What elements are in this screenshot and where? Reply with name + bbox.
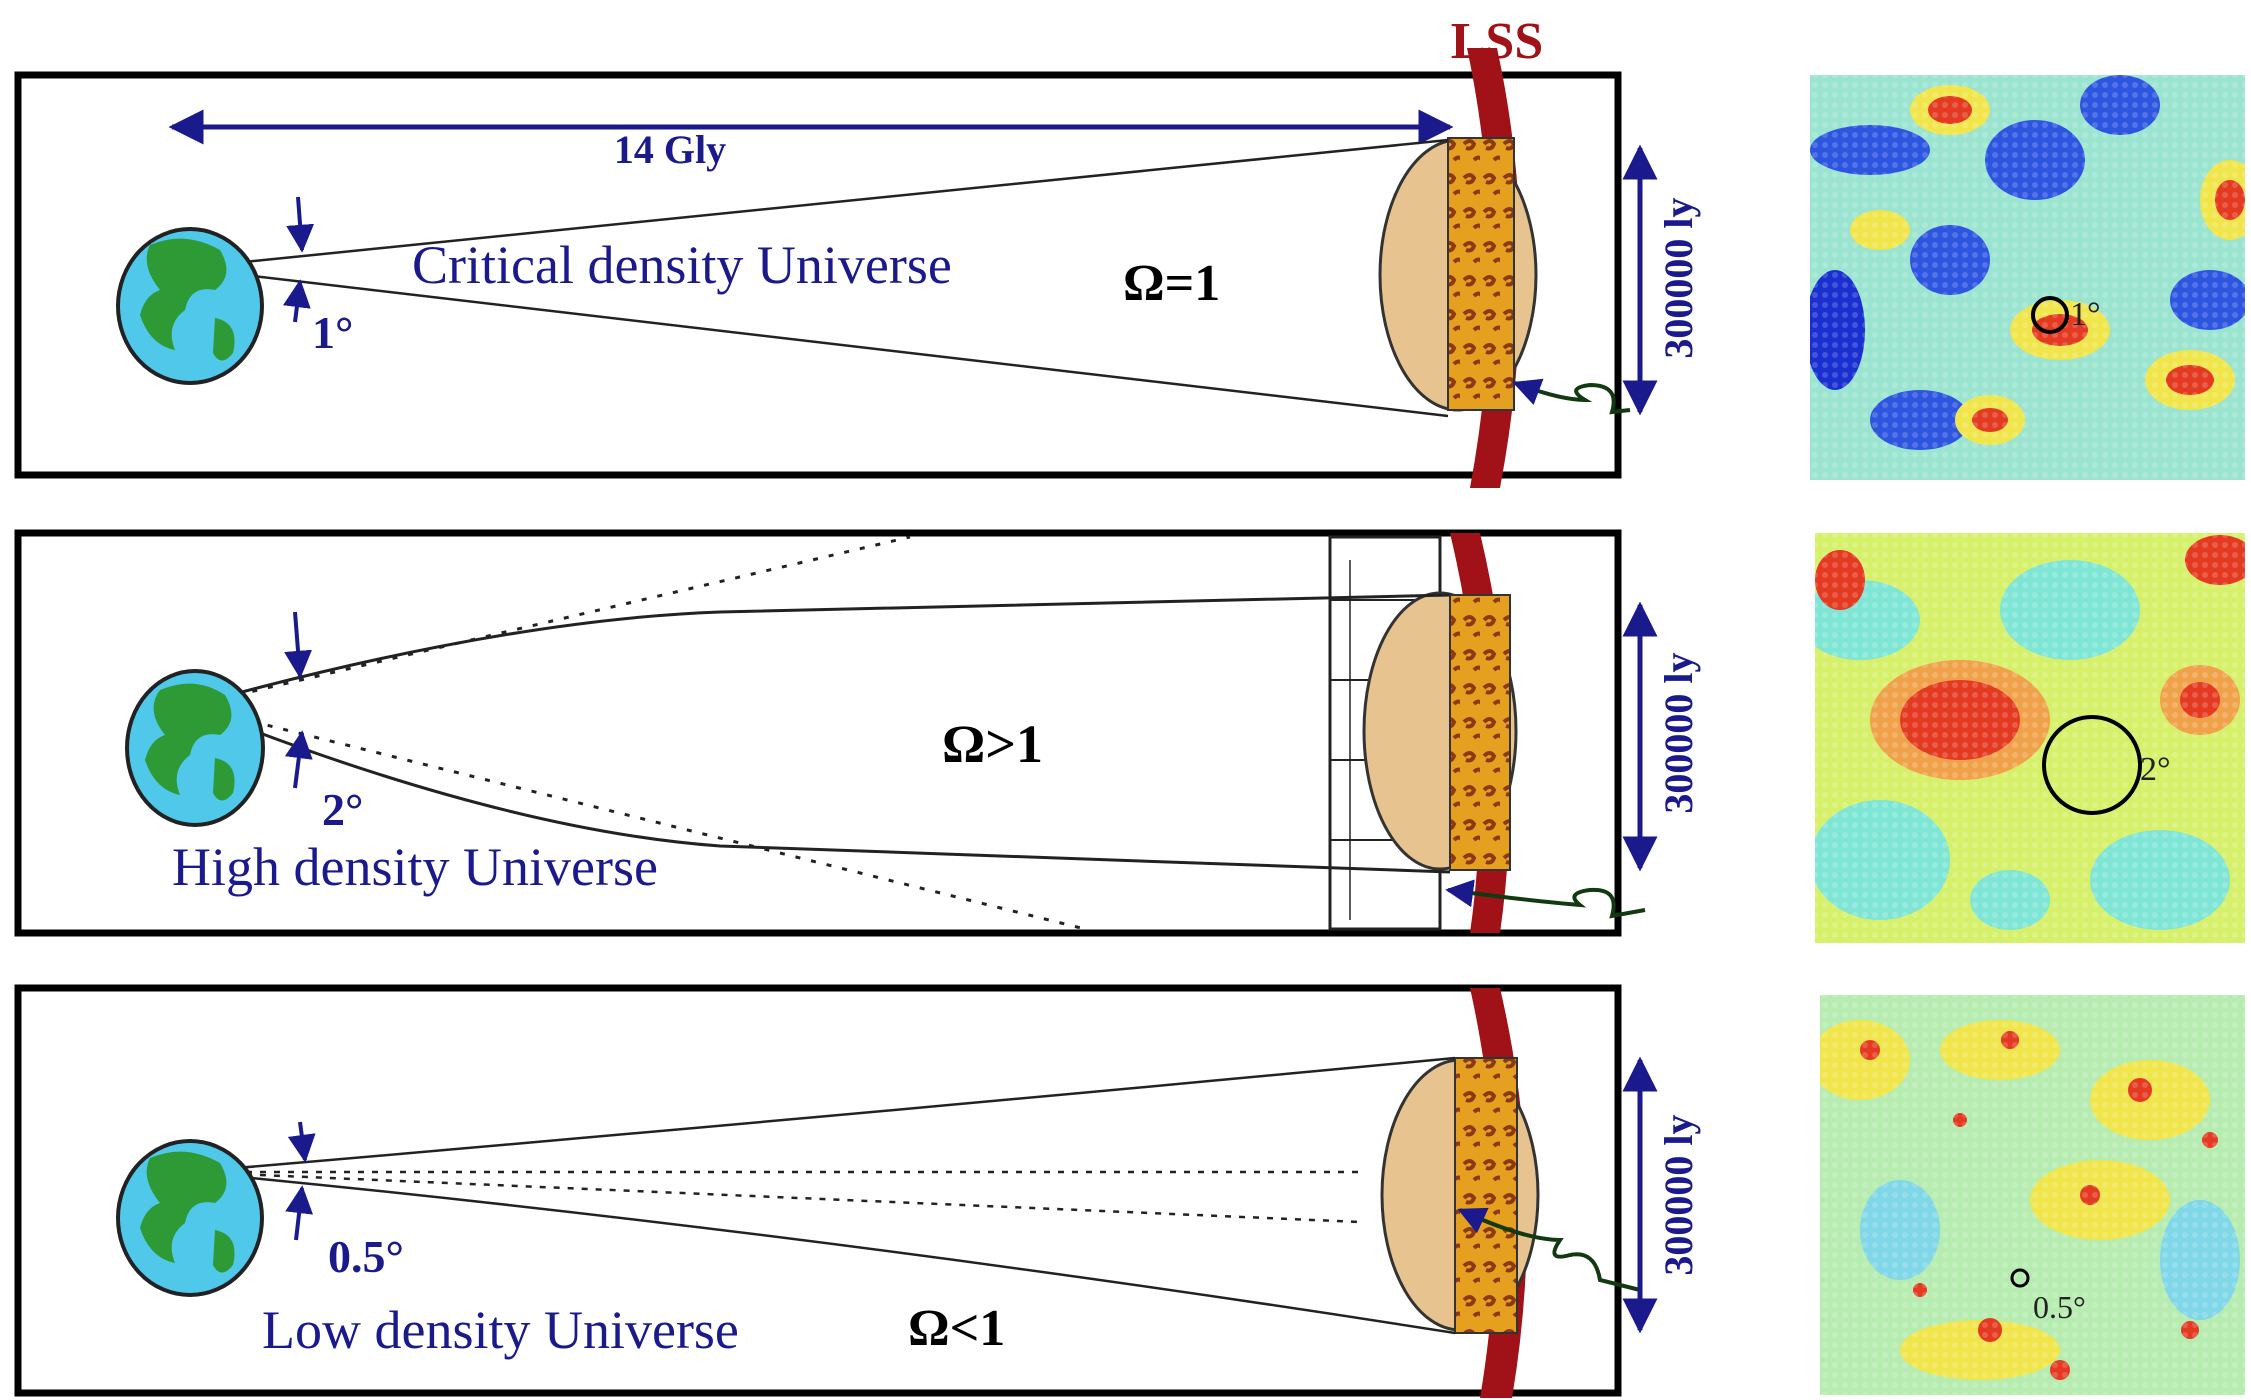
distance-label: 14 Gly — [614, 127, 726, 172]
omega-label: Ω=1 — [1123, 255, 1220, 312]
size-label: 300000 ly — [1656, 1114, 1701, 1275]
angle-label: 2° — [322, 784, 363, 835]
omega-label: Ω<1 — [908, 1300, 1005, 1357]
panel-low-density: 0.5° Low density Universe Ω<1 300000 ly — [14, 984, 1701, 1398]
cmb-map-2: 2° — [1815, 533, 2245, 943]
universe-label: High density Universe — [172, 837, 658, 897]
map-angle-label: 0.5° — [2033, 1289, 2086, 1325]
omega-label: Ω>1 — [942, 714, 1043, 774]
size-label: 300000 ly — [1656, 652, 1701, 813]
sight-line-top — [189, 1056, 1456, 1174]
photon-arrow — [1445, 879, 1646, 919]
earth-icon — [116, 1139, 264, 1297]
lss-strip — [1454, 1057, 1518, 1334]
cmb-map-3: 0.5° — [1820, 995, 2245, 1395]
angle-circle — [2042, 715, 2142, 815]
sight-line-dotted-top — [189, 535, 911, 708]
panel-critical-density: 14 Gly 1° Critical density Universe Ω=1 … — [14, 48, 1701, 488]
earth-icon — [125, 669, 265, 827]
sight-line-top — [189, 593, 1451, 708]
universe-label: Low density Universe — [262, 1300, 739, 1360]
map-angle-label: 1° — [2070, 296, 2101, 333]
angle-circle — [2010, 1268, 2030, 1288]
map-angle-label: 2° — [2140, 751, 2171, 788]
sight-line-bottom — [189, 1170, 1456, 1335]
lss-strip — [1449, 594, 1511, 871]
earth-icon — [116, 227, 264, 385]
photon-arrow — [1457, 1207, 1641, 1292]
panel-frame — [14, 984, 1622, 1397]
panel-high-density: 2° Ω>1 High density Universe 300000 ly — [14, 529, 1701, 937]
universe-label: Critical density Universe — [412, 235, 952, 295]
photon-arrow — [1512, 378, 1631, 415]
size-label: 300000 ly — [1656, 197, 1701, 358]
sight-line-top — [184, 138, 1449, 270]
cmb-map-1: 1° — [1810, 75, 2245, 480]
sight-line-bottom — [184, 266, 1449, 418]
sight-line-bottom — [189, 704, 1451, 874]
angle-circle — [2031, 296, 2069, 334]
angle-label: 1° — [312, 307, 353, 358]
angle-label: 0.5° — [328, 1231, 404, 1282]
lss-strip — [1447, 137, 1515, 411]
sight-line-dotted-bottom — [189, 704, 1086, 931]
